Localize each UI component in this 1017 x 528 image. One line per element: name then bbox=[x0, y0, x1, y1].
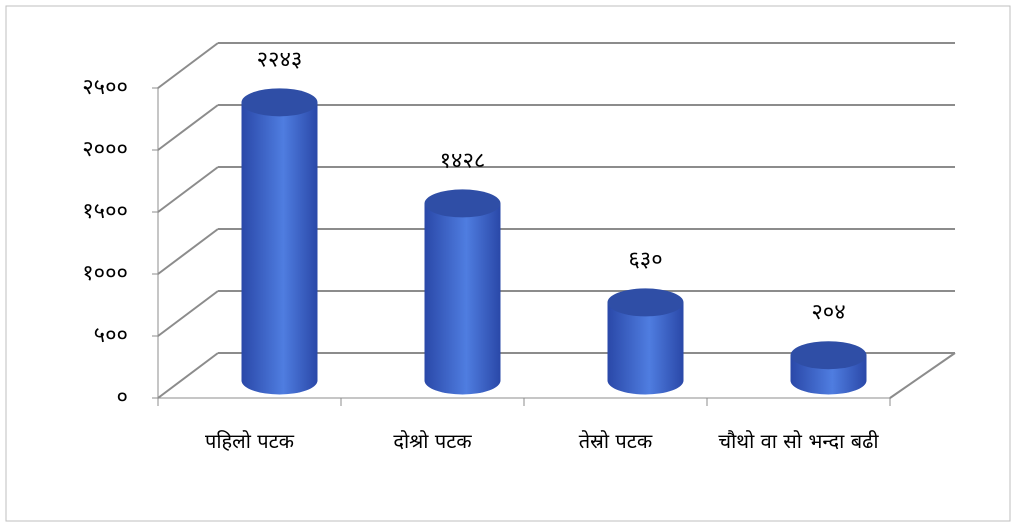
y-tick-label: २००० bbox=[82, 137, 128, 162]
bar bbox=[790, 341, 867, 395]
grid-diagonal bbox=[157, 290, 219, 337]
y-tick-label: ० bbox=[117, 385, 128, 410]
data-label: १४२८ bbox=[440, 148, 486, 173]
grid-diagonal bbox=[157, 352, 219, 399]
y-tick-label: २५०० bbox=[82, 75, 128, 100]
floor-edge bbox=[889, 352, 956, 399]
bar-body bbox=[607, 302, 684, 395]
bar-top bbox=[241, 88, 318, 117]
x-tick-label: पहिलो पटक bbox=[204, 429, 295, 453]
bar-top bbox=[424, 189, 501, 218]
data-label: ६३० bbox=[628, 247, 662, 272]
data-label: २२४३ bbox=[257, 47, 303, 72]
y-tick-label: १००० bbox=[82, 261, 128, 286]
bar bbox=[241, 88, 318, 395]
bar bbox=[607, 288, 684, 395]
x-tick-label: चौथो वा सो भन्दा बढी bbox=[718, 429, 879, 453]
grid-diagonal bbox=[157, 166, 219, 213]
bar-top bbox=[790, 341, 867, 370]
data-label: २०४ bbox=[811, 300, 845, 325]
x-tick-label: तेस्रो पटक bbox=[578, 429, 653, 453]
grid-diagonal bbox=[157, 42, 219, 89]
bar-body bbox=[241, 102, 318, 395]
bar-body bbox=[424, 203, 501, 395]
bar-top bbox=[607, 288, 684, 317]
frame bbox=[5, 5, 1011, 522]
bar bbox=[424, 189, 501, 395]
y-tick-label: १५०० bbox=[82, 199, 128, 224]
grid-diagonal bbox=[157, 104, 219, 151]
y-tick-label: ५०० bbox=[94, 323, 128, 348]
grid-diagonal bbox=[157, 228, 219, 275]
x-tick-label: दोश्रो पटक bbox=[393, 429, 472, 453]
